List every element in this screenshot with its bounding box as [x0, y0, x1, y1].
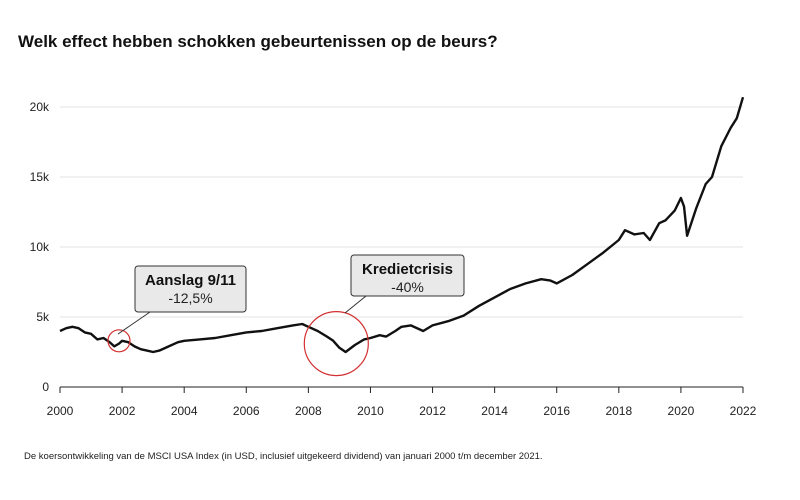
- y-tick-label: 0: [42, 380, 49, 394]
- x-tick-label: 2002: [109, 404, 136, 418]
- x-tick-label: 2004: [171, 404, 198, 418]
- x-tick-label: 2020: [668, 404, 695, 418]
- annotations: Aanslag 9/11-12,5% Kredietcrisis-40%: [107, 254, 465, 377]
- x-axis-ticks: 2000 2002 2004 2006 2008 2010 2012 2014 2016 2018…: [47, 387, 757, 418]
- y-axis-ticks: 0 5k 10k 15k 20k: [30, 100, 50, 394]
- x-tick-label: 2006: [233, 404, 260, 418]
- y-tick-label: 10k: [30, 240, 50, 254]
- x-tick-label: 2008: [295, 404, 322, 418]
- callout-title: Kredietcrisis: [362, 261, 453, 278]
- x-tick-label: 2000: [47, 404, 74, 418]
- x-tick-label: 2022: [730, 404, 757, 418]
- y-tick-label: 20k: [30, 100, 50, 114]
- callout-title: Aanslag 9/11: [145, 272, 236, 289]
- x-tick-label: 2012: [419, 404, 446, 418]
- callout-value: -40%: [391, 279, 424, 295]
- chart-title: Welk effect hebben schokken gebeurteniss…: [18, 32, 498, 51]
- y-tick-label: 15k: [30, 170, 50, 184]
- chart-caption: De koersontwikkeling van de MSCI USA Ind…: [24, 451, 543, 462]
- x-tick-label: 2010: [357, 404, 384, 418]
- x-tick-label: 2016: [543, 404, 570, 418]
- callout-box: [350, 254, 465, 297]
- grid-lines: [60, 106, 743, 318]
- callout-box: [134, 265, 247, 313]
- callout-leader: [117, 311, 151, 335]
- callout-value: -12,5%: [168, 290, 212, 306]
- y-tick-label: 5k: [36, 310, 50, 324]
- event-circle: [107, 329, 131, 353]
- series-line-msci-usa: [59, 96, 745, 354]
- x-tick-label: 2014: [481, 404, 508, 418]
- callout-leader: [344, 295, 367, 314]
- event-circle: [303, 311, 369, 377]
- x-tick-label: 2018: [605, 404, 632, 418]
